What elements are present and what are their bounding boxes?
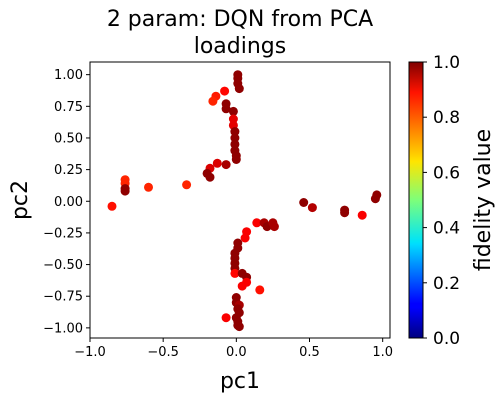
y-tick-label: 0.50 — [54, 131, 83, 146]
data-point — [307, 203, 317, 213]
data-point — [221, 104, 231, 114]
data-point — [340, 208, 350, 218]
x-tick-label: 1.0 — [372, 345, 393, 360]
data-point — [230, 268, 240, 278]
y-tick-label: −0.75 — [43, 290, 83, 305]
data-point — [230, 133, 240, 143]
y-tick-label: −0.50 — [43, 258, 83, 273]
data-point — [228, 114, 238, 124]
data-point — [220, 86, 230, 96]
colorbar-label: fidelity value — [471, 129, 496, 271]
plot-frame — [89, 61, 391, 339]
data-point — [230, 127, 240, 137]
data-point — [234, 84, 244, 94]
data-point — [205, 172, 215, 182]
y-tick-label: 0.00 — [54, 195, 83, 210]
colorbar-tick-label: 0.8 — [433, 108, 460, 128]
y-tick-label: 1.00 — [54, 68, 83, 83]
data-point — [182, 180, 192, 190]
colorbar-tick-label: 0.0 — [433, 329, 460, 349]
x-tick-label: 0.0 — [226, 345, 247, 360]
colorbar — [408, 61, 424, 339]
x-axis-ticks: −1.0 −0.5 0.0 0.5 1.0 — [74, 338, 393, 360]
data-point — [228, 106, 238, 116]
data-point — [234, 322, 244, 332]
y-axis-ticks: 1.00 0.75 0.50 0.25 0.00 −0.25 −0.50 −0.75 −1.00 — [43, 68, 90, 336]
data-point — [120, 186, 130, 196]
data-point — [221, 313, 231, 323]
y-tick-label: −0.25 — [43, 226, 83, 241]
data-point — [107, 201, 117, 211]
data-point — [144, 182, 153, 192]
colorbar-ticks: 1.0 0.8 0.6 0.4 0.2 0.0 — [423, 53, 460, 349]
x-tick-label: 0.5 — [299, 345, 320, 360]
y-tick-label: −1.00 — [43, 321, 83, 336]
data-point — [372, 190, 382, 200]
data-point — [221, 160, 231, 170]
data-point — [252, 218, 262, 228]
colorbar-tick-label: 0.4 — [433, 219, 460, 239]
data-point — [230, 139, 240, 149]
chart-title-line-2: loadings — [194, 34, 287, 59]
data-point — [299, 198, 309, 207]
data-point — [237, 281, 247, 291]
x-axis-label: pc1 — [220, 369, 260, 394]
data-point — [357, 210, 367, 220]
colorbar-tick-label: 0.2 — [433, 274, 460, 294]
data-point — [208, 96, 218, 106]
data-point — [269, 222, 279, 232]
data-point — [231, 155, 241, 164]
data-point — [212, 158, 222, 168]
data-point — [240, 233, 250, 243]
y-tick-label: 0.25 — [54, 163, 83, 178]
y-tick-label: 0.75 — [54, 100, 83, 115]
data-points — [107, 70, 382, 332]
data-point — [255, 285, 265, 295]
x-tick-label: −1.0 — [74, 345, 106, 360]
chart-title-line-1: 2 param: DQN from PCA — [107, 7, 373, 32]
colorbar-tick-label: 0.6 — [433, 163, 460, 183]
x-tick-label: −0.5 — [147, 345, 179, 360]
y-axis-label: pc2 — [8, 180, 33, 220]
colorbar-tick-label: 1.0 — [433, 53, 460, 73]
plot-area — [90, 62, 390, 338]
